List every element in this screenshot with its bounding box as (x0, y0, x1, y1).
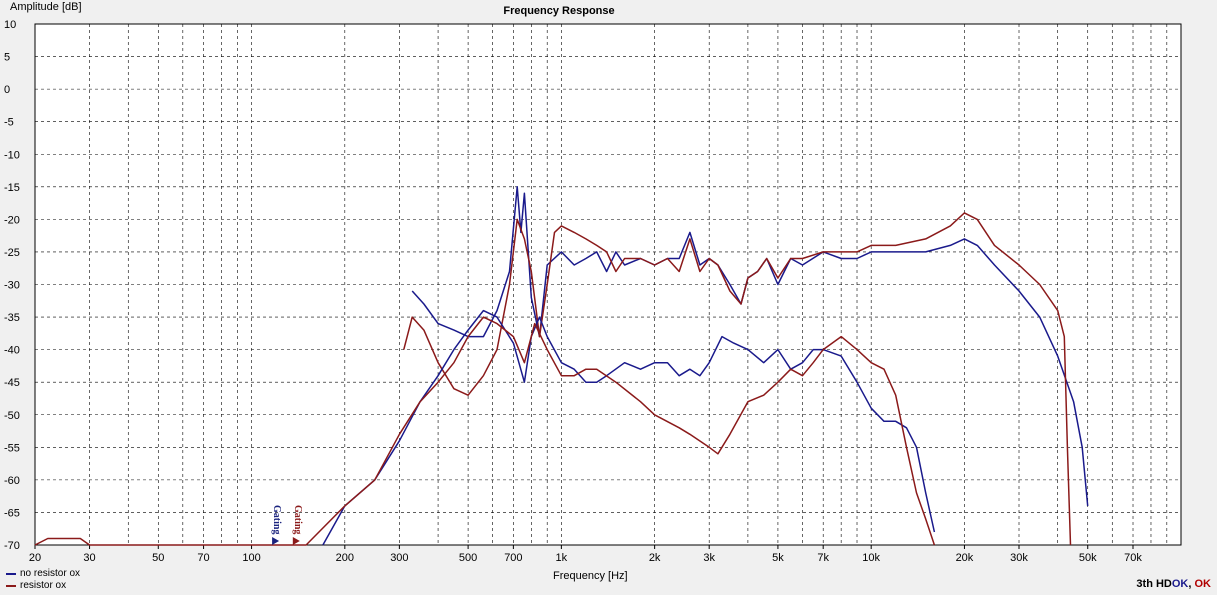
x-tick-label: 700 (504, 552, 522, 564)
x-tick-label: 3k (703, 552, 715, 564)
gating-label: Gating (271, 505, 282, 534)
x-tick-label: 50k (1079, 552, 1097, 564)
series-line-3 (34, 316, 936, 546)
y-tick-label: -70 (4, 540, 20, 552)
x-tick-label: 300 (390, 552, 408, 564)
gating-marker (272, 537, 280, 545)
x-tick-label: 20k (956, 552, 974, 564)
series-line-2 (322, 309, 936, 546)
x-tick-label: 200 (336, 552, 354, 564)
status-separator: , (1188, 578, 1195, 590)
y-tick-label: -55 (4, 442, 20, 454)
y-tick-label: -10 (4, 149, 20, 161)
legend-swatch (6, 573, 16, 575)
grid (35, 23, 1181, 546)
gating-marker (292, 537, 300, 545)
x-tick-label: 50 (152, 552, 164, 564)
y-tick-label: -50 (4, 410, 20, 422)
x-tick-label: 5k (772, 552, 784, 564)
x-tick-label: 30 (83, 552, 95, 564)
x-tick-label: 1k (556, 552, 568, 564)
x-tick-label: 500 (459, 552, 477, 564)
y-tick-label: -45 (4, 377, 20, 389)
legend-item: no resistor ox (6, 568, 80, 580)
x-tick-label: 30k (1010, 552, 1028, 564)
x-tick-label: 20 (29, 552, 41, 564)
y-tick-label: -15 (4, 182, 20, 194)
x-tick-label: 10k (862, 552, 880, 564)
chart-title: Frequency Response (503, 5, 615, 17)
gating-label: Gating (292, 505, 303, 534)
y-tick-label: -20 (4, 214, 20, 226)
x-axis-label: Frequency [Hz] (553, 570, 628, 582)
x-axis-ticks: 20 30 50 70 100 200 300 500 700 1k 2k 3k 5k 7k 10k 20k 3… (29, 545, 1142, 564)
series-line-0 (411, 186, 1089, 506)
x-tick-label: 70k (1124, 552, 1142, 564)
y-tick-label: -65 (4, 507, 20, 519)
legend-item: resistor ox (6, 580, 80, 592)
y-tick-label: 0 (4, 84, 10, 96)
y-axis-ticks: 10 5 0 -5 -10 -15 -20 -25 -30 -35 -40 -45 -50 -55 -60 -… (4, 19, 20, 552)
x-tick-label: 70 (197, 552, 209, 564)
legend-swatch (6, 585, 16, 587)
y-tick-label: 10 (4, 19, 16, 31)
y-tick-label: -35 (4, 312, 20, 324)
status-ok-2: OK (1194, 578, 1212, 590)
y-tick-label: 5 (4, 52, 10, 64)
legend-label: no resistor ox (20, 568, 81, 579)
x-tick-label: 7k (817, 552, 829, 564)
legend: no resistor ox resistor ox (6, 568, 80, 592)
y-tick-label: -5 (4, 117, 14, 129)
status-prefix: 3th HD (1136, 578, 1172, 590)
series-group (34, 186, 1089, 546)
x-tick-label: 2k (649, 552, 661, 564)
status-ok-1: OK (1171, 578, 1189, 590)
y-tick-label: -30 (4, 280, 20, 292)
y-tick-label: -40 (4, 345, 20, 357)
status-indicator: 3th HDOK, OK (1136, 578, 1211, 590)
y-axis-label: Amplitude [dB] (10, 1, 82, 13)
annotations: Gating Gating (271, 505, 303, 545)
series-line-1 (403, 212, 1072, 546)
y-tick-label: -60 (4, 475, 20, 487)
legend-label: resistor ox (20, 580, 67, 591)
y-tick-label: -25 (4, 247, 20, 259)
x-tick-label: 100 (242, 552, 260, 564)
